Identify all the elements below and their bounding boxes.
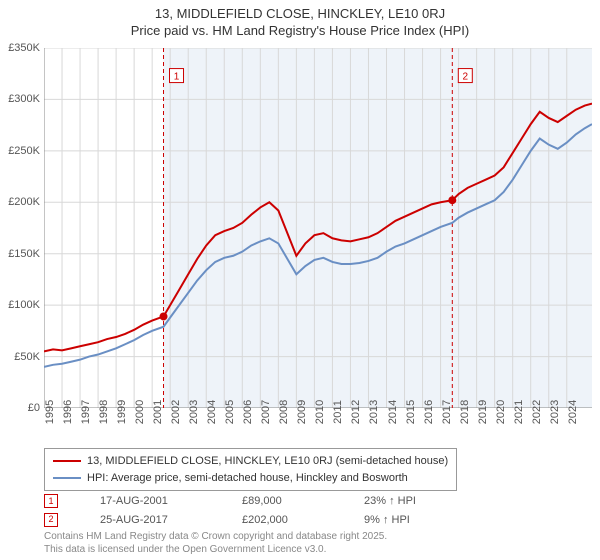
- x-tick-label: 2011: [332, 400, 344, 424]
- transaction-price: £89,000: [242, 492, 322, 511]
- x-tick-label: 2008: [278, 400, 290, 424]
- x-tick-label: 2003: [188, 400, 200, 424]
- legend-label: 13, MIDDLEFIELD CLOSE, HINCKLEY, LE10 0R…: [87, 453, 448, 470]
- x-tick-label: 2016: [423, 400, 435, 424]
- x-tick-label: 2002: [170, 400, 182, 424]
- transaction-delta: 9% ↑ HPI: [364, 511, 410, 530]
- x-tick-label: 2020: [495, 400, 507, 424]
- legend-swatch: [53, 460, 81, 462]
- y-tick-label: £300K: [8, 93, 40, 105]
- x-tick-label: 2005: [224, 400, 236, 424]
- svg-text:2: 2: [463, 72, 469, 83]
- x-tick-label: 2013: [368, 400, 380, 424]
- transaction-marker: 1: [44, 494, 58, 508]
- x-tick-label: 2017: [441, 400, 453, 424]
- y-tick-label: £250K: [8, 145, 40, 157]
- x-tick-label: 2023: [549, 400, 561, 424]
- chart-container: 13, MIDDLEFIELD CLOSE, HINCKLEY, LE10 0R…: [0, 0, 600, 560]
- transaction-row: 1 17-AUG-2001 £89,000 23% ↑ HPI: [44, 492, 416, 511]
- x-tick-label: 2000: [134, 400, 146, 424]
- transaction-price: £202,000: [242, 511, 322, 530]
- footer-line1: Contains HM Land Registry data © Crown c…: [44, 530, 387, 543]
- y-tick-label: £100K: [8, 299, 40, 311]
- y-tick-label: £0: [28, 402, 40, 414]
- x-tick-label: 2010: [314, 400, 326, 424]
- transaction-date: 25-AUG-2017: [100, 511, 200, 530]
- legend-swatch: [53, 477, 81, 479]
- x-tick-label: 2024: [567, 400, 579, 424]
- y-tick-label: £150K: [8, 248, 40, 260]
- svg-text:1: 1: [174, 72, 180, 83]
- y-tick-label: £350K: [8, 42, 40, 54]
- x-tick-label: 1996: [62, 400, 74, 424]
- x-tick-label: 1995: [44, 400, 56, 424]
- x-tick-label: 1998: [98, 400, 110, 424]
- transaction-marker: 2: [44, 513, 58, 527]
- legend: 13, MIDDLEFIELD CLOSE, HINCKLEY, LE10 0R…: [44, 448, 457, 491]
- transaction-date: 17-AUG-2001: [100, 492, 200, 511]
- x-tick-label: 2001: [152, 400, 164, 424]
- transaction-row: 2 25-AUG-2017 £202,000 9% ↑ HPI: [44, 511, 416, 530]
- x-tick-label: 2014: [387, 400, 399, 424]
- x-tick-label: 2021: [513, 400, 525, 424]
- legend-row: 13, MIDDLEFIELD CLOSE, HINCKLEY, LE10 0R…: [53, 453, 448, 470]
- legend-row: HPI: Average price, semi-detached house,…: [53, 470, 448, 487]
- x-tick-label: 1999: [116, 400, 128, 424]
- x-tick-label: 1997: [80, 400, 92, 424]
- x-tick-label: 2012: [350, 400, 362, 424]
- transaction-table: 1 17-AUG-2001 £89,000 23% ↑ HPI 2 25-AUG-2017…: [44, 492, 416, 529]
- x-tick-label: 2015: [405, 400, 417, 424]
- x-tick-label: 2018: [459, 400, 471, 424]
- chart-title-line1: 13, MIDDLEFIELD CLOSE, HINCKLEY, LE10 0R…: [0, 0, 600, 23]
- x-tick-label: 2006: [242, 400, 254, 424]
- chart-title-line2: Price paid vs. HM Land Registry's House …: [0, 23, 600, 40]
- chart-svg: 12: [44, 48, 592, 408]
- footer-line2: This data is licensed under the Open Gov…: [44, 543, 387, 556]
- x-tick-label: 2004: [206, 400, 218, 424]
- x-tick-label: 2009: [296, 400, 308, 424]
- y-tick-label: £200K: [8, 196, 40, 208]
- transaction-delta: 23% ↑ HPI: [364, 492, 416, 511]
- x-tick-label: 2022: [531, 400, 543, 424]
- x-tick-label: 2019: [477, 400, 489, 424]
- footer: Contains HM Land Registry data © Crown c…: [44, 530, 387, 556]
- x-tick-label: 2007: [260, 400, 272, 424]
- chart-area: 12 £0£50K£100K£150K£200K£250K£300K£350K1…: [44, 48, 592, 408]
- legend-label: HPI: Average price, semi-detached house,…: [87, 470, 408, 487]
- y-tick-label: £50K: [14, 351, 40, 363]
